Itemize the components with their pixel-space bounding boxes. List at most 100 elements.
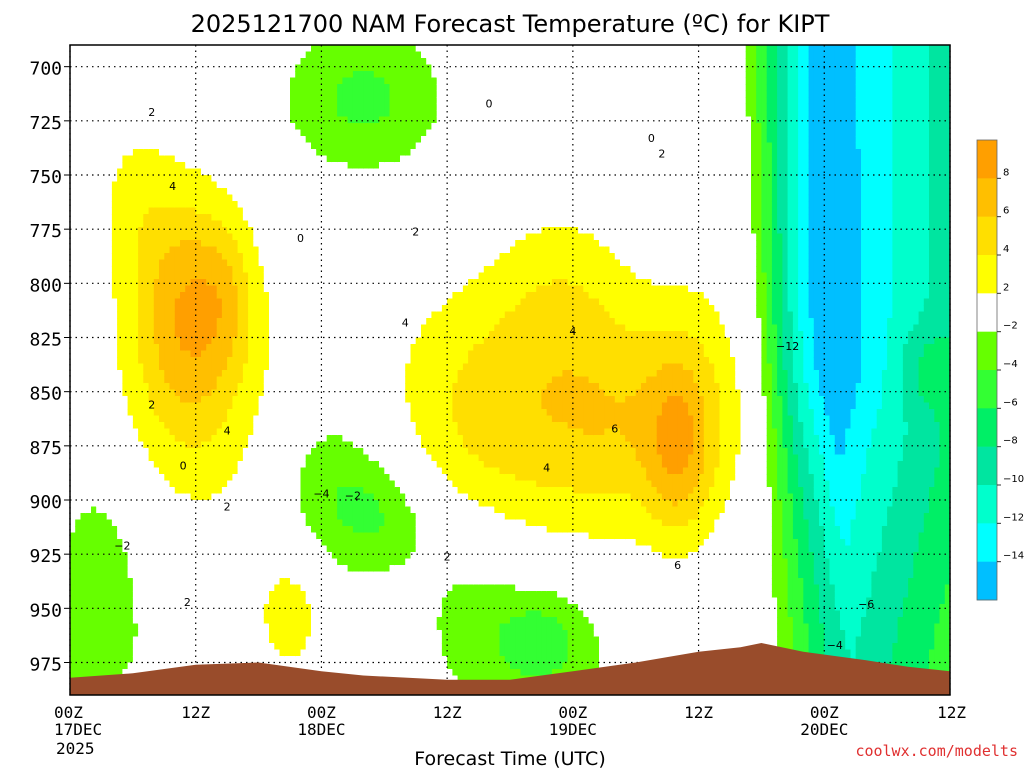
temperature-cell	[138, 116, 144, 124]
temperature-cell	[284, 318, 291, 326]
temperature-cell	[216, 558, 223, 566]
temperature-cell	[80, 272, 87, 280]
temperature-cell	[227, 279, 233, 287]
temperature-cell	[159, 558, 165, 566]
temperature-cell	[258, 233, 265, 241]
temperature-cell	[284, 467, 291, 475]
temperature-cell	[221, 656, 228, 664]
temperature-cell	[164, 331, 171, 339]
temperature-cell	[159, 610, 165, 618]
temperature-cell	[269, 656, 275, 664]
temperature-cell	[227, 454, 233, 462]
temperature-cell	[227, 448, 233, 456]
temperature-cell	[190, 409, 197, 417]
temperature-cell	[91, 565, 97, 573]
temperature-cell	[174, 396, 181, 404]
temperature-cell	[216, 331, 223, 339]
temperature-cell	[248, 84, 254, 92]
temperature-cell	[206, 181, 212, 189]
temperature-cell	[290, 389, 296, 397]
temperature-cell	[127, 136, 134, 144]
temperature-cell	[211, 233, 218, 241]
temperature-cell	[80, 604, 87, 612]
temperature-cell	[169, 103, 176, 111]
temperature-cell	[227, 90, 233, 98]
temperature-cell	[148, 552, 155, 560]
temperature-cell	[248, 441, 254, 449]
temperature-cell	[143, 506, 150, 514]
temperature-cell	[232, 584, 239, 592]
temperature-cell	[311, 51, 317, 59]
temperature-cell	[300, 240, 307, 248]
temperature-cell	[232, 214, 239, 222]
temperature-cell	[284, 194, 291, 202]
temperature-cell	[237, 467, 244, 475]
temperature-cell	[227, 318, 233, 326]
temperature-cell	[185, 402, 191, 410]
temperature-cell	[153, 318, 160, 326]
temperature-cell	[101, 539, 108, 547]
temperature-cell	[206, 246, 212, 254]
temperature-cell	[91, 71, 97, 79]
temperature-cell	[75, 149, 81, 157]
temperature-cell	[117, 448, 123, 456]
temperature-cell	[143, 454, 150, 462]
temperature-cell	[127, 467, 134, 475]
temperature-cell	[269, 467, 275, 475]
temperature-cell	[274, 649, 281, 657]
temperature-cell	[96, 51, 102, 59]
temperature-cell	[258, 318, 265, 326]
temperature-cell	[305, 649, 312, 657]
temperature-cell	[321, 285, 328, 293]
temperature-cell	[159, 220, 165, 228]
temperature-cell	[122, 129, 129, 137]
temperature-cell	[164, 461, 171, 469]
temperature-cell	[321, 331, 328, 339]
temperature-cell	[195, 162, 202, 170]
temperature-cell	[305, 571, 312, 579]
temperature-cell	[290, 233, 296, 241]
temperature-cell	[80, 552, 87, 560]
temperature-cell	[106, 448, 113, 456]
temperature-cell	[195, 344, 202, 352]
temperature-cell	[190, 558, 197, 566]
temperature-cell	[248, 545, 254, 553]
temperature-cell	[153, 103, 160, 111]
temperature-cell	[132, 506, 139, 514]
temperature-cell	[216, 266, 223, 274]
temperature-cell	[111, 298, 118, 306]
temperature-cell	[242, 519, 249, 527]
temperature-cell	[159, 441, 165, 449]
temperature-cell	[169, 552, 176, 560]
temperature-cell	[201, 253, 207, 261]
temperature-cell	[227, 162, 233, 170]
temperature-cell	[253, 279, 260, 287]
temperature-cell	[279, 474, 286, 482]
temperature-cell	[138, 565, 144, 573]
temperature-cell	[148, 129, 155, 137]
temperature-cell	[253, 214, 260, 222]
temperature-cell	[148, 350, 155, 358]
temperature-cell	[91, 51, 97, 59]
temperature-cell	[311, 532, 317, 540]
temperature-cell	[258, 168, 265, 176]
temperature-cell	[201, 240, 207, 248]
temperature-cell	[180, 467, 186, 475]
temperature-cell	[300, 259, 307, 267]
temperature-cell	[279, 266, 286, 274]
temperature-cell	[185, 58, 191, 66]
temperature-cell	[216, 110, 223, 118]
temperature-cell	[174, 454, 181, 462]
temperature-cell	[185, 201, 191, 209]
temperature-cell	[148, 662, 155, 670]
temperature-cell	[85, 207, 92, 215]
temperature-cell	[216, 84, 223, 92]
temperature-cell	[85, 337, 92, 345]
temperature-cell	[211, 246, 218, 254]
temperature-cell	[227, 383, 233, 391]
temperature-cell	[70, 480, 76, 488]
temperature-cell	[138, 402, 144, 410]
temperature-cell	[169, 591, 176, 599]
temperature-cell	[263, 376, 270, 384]
temperature-cell	[253, 389, 260, 397]
